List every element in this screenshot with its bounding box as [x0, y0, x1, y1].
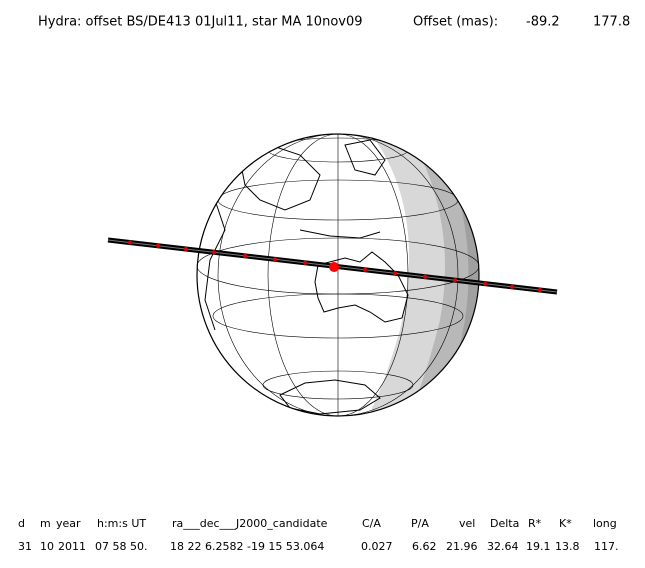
shadow-path — [107, 237, 558, 295]
column-header: Delta — [490, 517, 519, 530]
table-cell: 13.8 — [555, 540, 580, 553]
column-header: m — [40, 517, 51, 530]
globe — [196, 133, 480, 417]
offset-value: 177.8 — [593, 15, 630, 30]
column-header: d — [18, 517, 25, 530]
table-cell: 0.027 — [361, 540, 393, 553]
column-header: R* — [528, 517, 542, 530]
table-cell: 19.1 — [526, 540, 551, 553]
offset-value: -89.2 — [526, 15, 560, 30]
offset-label: Offset (mas): — [413, 15, 498, 30]
table-cell: 07 58 50. — [95, 540, 147, 553]
table-cell: 31 — [18, 540, 32, 553]
column-header: h:m:s UT — [97, 517, 146, 530]
table-cell: 18 22 6.2582 -19 15 53.064 — [170, 540, 324, 553]
column-header: C/A — [362, 517, 381, 530]
column-header: P/A — [411, 517, 429, 530]
table-cell: 117. — [594, 540, 619, 553]
table-cell: 32.64 — [487, 540, 519, 553]
title: Hydra: offset BS/DE413 01Jul11, star MA … — [38, 15, 363, 30]
column-header: ra___dec___J2000_candidate — [172, 517, 328, 530]
event-table: d m year h:m:s UT ra___dec___J2000_candidate… — [18, 517, 619, 553]
column-header: year — [56, 517, 81, 530]
table-cell: 10 — [40, 540, 54, 553]
column-header: K* — [559, 517, 572, 530]
table-cell: 21.96 — [446, 540, 478, 553]
column-header: vel — [459, 517, 475, 530]
table-cell: 2011 — [58, 540, 86, 553]
column-header: long — [593, 517, 617, 530]
table-cell: 6.62 — [412, 540, 437, 553]
